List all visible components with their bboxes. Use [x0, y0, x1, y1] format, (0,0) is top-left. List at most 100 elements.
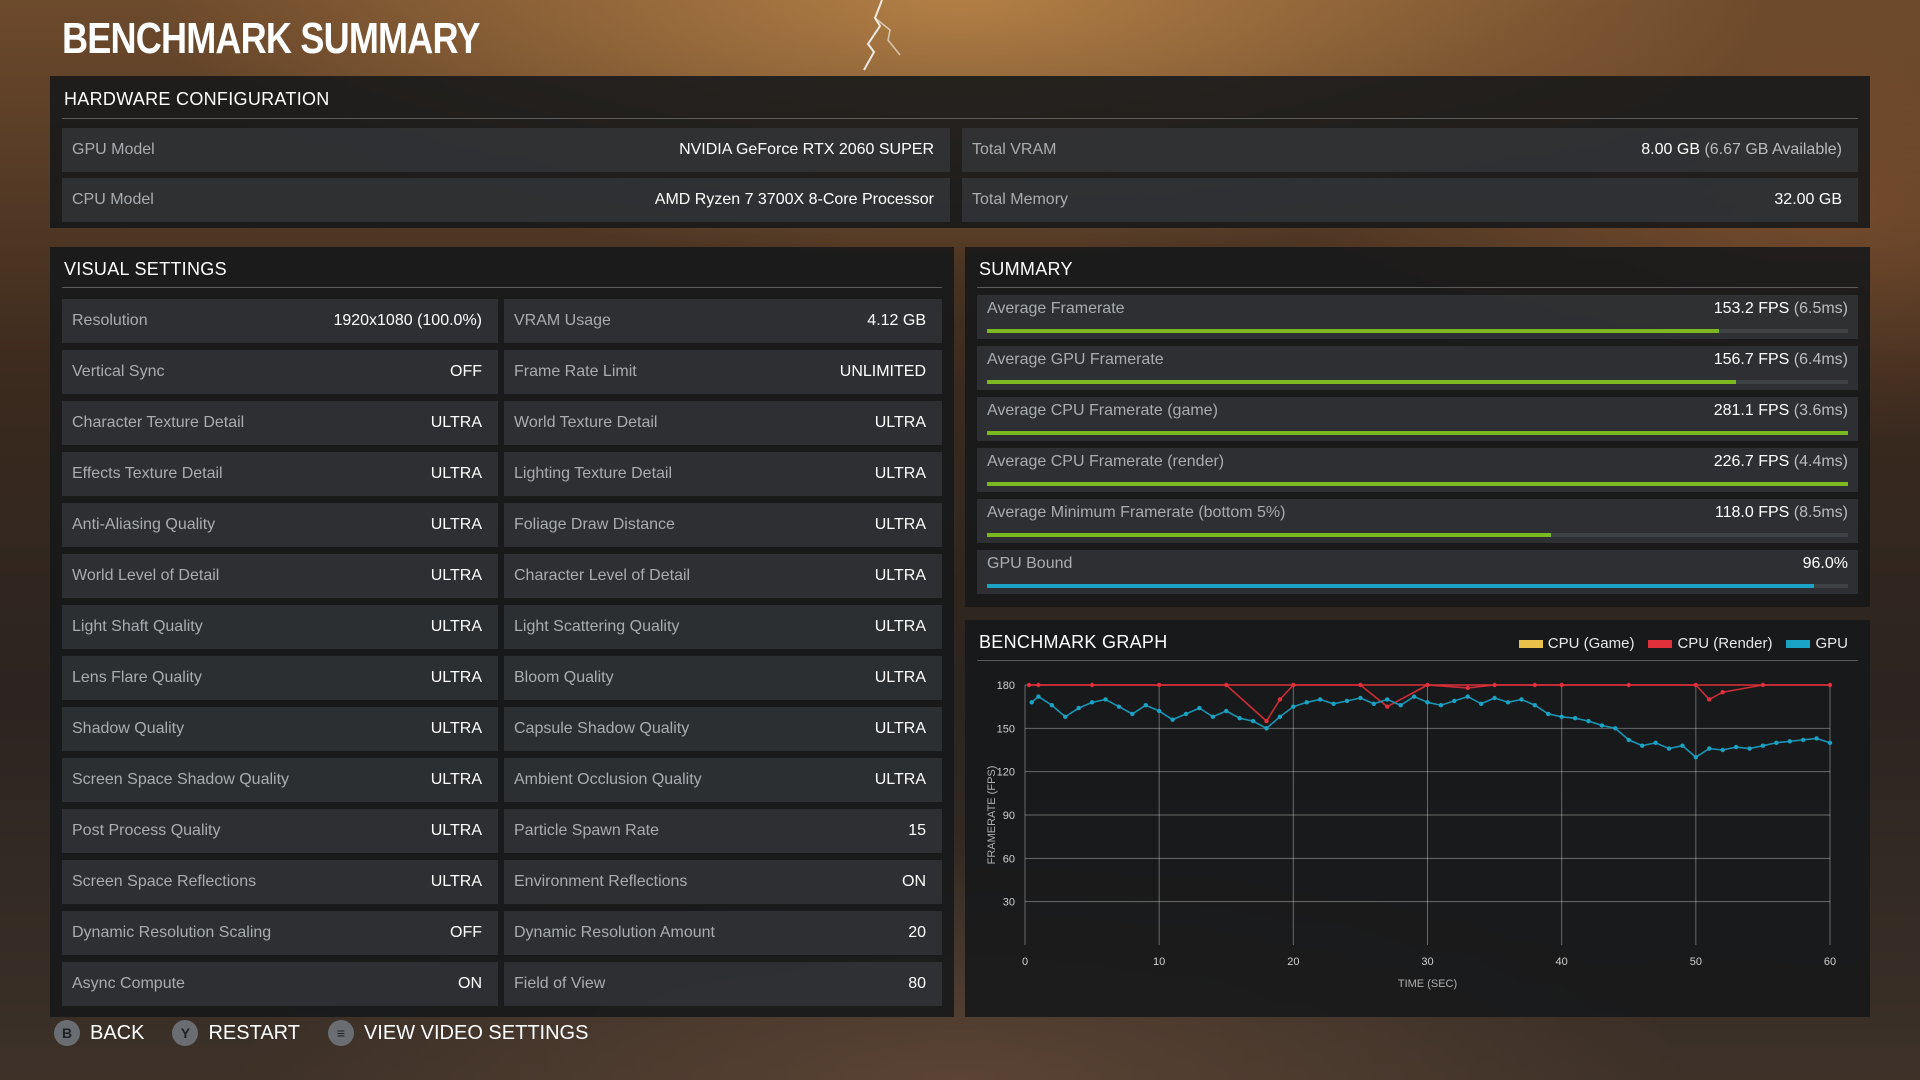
summary-bar-track [987, 431, 1848, 435]
vram-available: (6.67 GB Available) [1704, 141, 1842, 158]
summary-bar-fill [987, 380, 1737, 384]
legend-swatch [1518, 639, 1543, 648]
setting-row: Effects Texture Detail ULTRA [62, 452, 498, 496]
restart-label: RESTART [208, 1021, 300, 1044]
gpu-data-point [1076, 705, 1081, 711]
summary-heading: SUMMARY [979, 259, 1073, 279]
restart-button[interactable]: Y RESTART [172, 1020, 300, 1046]
gpu-data-point [1787, 739, 1792, 744]
gpu-data-point [1492, 695, 1497, 701]
x-tick-label: 0 [1022, 956, 1028, 968]
legend-label: CPU (Game) [1547, 635, 1635, 652]
gpu-data-point [1210, 714, 1216, 719]
setting-row: VRAM Usage 4.12 GB [504, 299, 942, 343]
setting-value: 20 [908, 924, 926, 941]
gpu-data-point [1452, 698, 1457, 704]
setting-value: ULTRA [874, 669, 926, 686]
cpu-render-data-point [1089, 682, 1095, 688]
setting-row: Resolution 1920x1080 (100.0%) [62, 299, 498, 343]
summary-bar-track [987, 533, 1848, 537]
setting-row: Async Compute ON [62, 962, 498, 1006]
cpu-render-data-point [1358, 682, 1363, 688]
setting-row: Lighting Texture Detail ULTRA [504, 452, 942, 496]
gpu-data-point [1666, 746, 1672, 751]
setting-label: Vertical Sync [72, 363, 165, 380]
setting-value: 1920x1080 (100.0%) [333, 312, 482, 329]
summary-label: Average Framerate [987, 300, 1125, 317]
setting-label: Effects Texture Detail [72, 465, 223, 482]
setting-row: Screen Space Shadow Quality ULTRA [62, 758, 498, 802]
x-tick-label: 10 [1153, 956, 1165, 968]
gpu-data-point [1425, 700, 1430, 705]
y-tick-label: 60 [1003, 853, 1015, 865]
page-title: BENCHMARK SUMMARY [62, 14, 480, 63]
summary-value: 153.2 FPS (6.5ms) [1714, 300, 1848, 318]
setting-label: Bloom Quality [514, 669, 614, 686]
gpu-data-point [1143, 703, 1148, 708]
setting-value: ON [902, 873, 926, 890]
setting-value: 80 [908, 975, 926, 992]
gpu-data-point [1170, 717, 1175, 722]
setting-value: ULTRA [430, 720, 482, 737]
setting-label: Screen Space Shadow Quality [72, 771, 290, 788]
legend-label: GPU [1815, 635, 1848, 652]
setting-row: Shadow Quality ULTRA [62, 707, 498, 751]
gpu-data-point [1411, 694, 1417, 699]
setting-value: ULTRA [874, 465, 926, 482]
setting-label: Dynamic Resolution Amount [514, 924, 715, 941]
setting-value: ULTRA [430, 618, 482, 635]
setting-value: UNLIMITED [839, 363, 926, 380]
summary-bar-fill [987, 533, 1551, 537]
cpu-render-data-point [1707, 697, 1712, 702]
gpu-data-point [1063, 714, 1068, 719]
setting-label: Character Level of Detail [514, 567, 691, 584]
graph-legend: CPU (Game) CPU (Render) GPU [1518, 635, 1848, 652]
setting-label: World Level of Detail [72, 567, 220, 584]
summary-row: Average GPU Framerate 156.7 FPS (6.4ms) [977, 346, 1858, 390]
y-tick-label: 30 [1003, 897, 1015, 909]
y-button-icon: Y [172, 1020, 199, 1046]
gpu-data-point [1103, 697, 1108, 702]
gpu-data-point [1733, 744, 1739, 750]
y-tick-label: 180 [997, 680, 1015, 692]
setting-label: Frame Rate Limit [514, 363, 637, 380]
setting-row: Bloom Quality ULTRA [504, 656, 942, 700]
gpu-data-point [1130, 711, 1135, 717]
setting-row: Field of View 80 [504, 962, 942, 1006]
summary-row: Average CPU Framerate (game) 281.1 FPS (3… [977, 397, 1858, 441]
view-video-settings-button[interactable]: ≡ VIEW VIDEO SETTINGS [327, 1020, 589, 1046]
hardware-heading: HARDWARE CONFIGURATION [64, 89, 330, 109]
setting-value: ULTRA [430, 414, 482, 431]
hardware-row-vram: Total VRAM 8.00 GB (6.67 GB Available) [962, 128, 1858, 172]
setting-value: ULTRA [430, 567, 482, 584]
setting-row: Dynamic Resolution Amount 20 [504, 911, 942, 955]
gpu-data-point [1156, 708, 1162, 714]
gpu-data-point [1519, 697, 1524, 702]
setting-value: ULTRA [430, 822, 482, 839]
setting-label: Resolution [72, 312, 148, 329]
summary-fps: 153.2 FPS [1713, 300, 1790, 317]
setting-label: Light Shaft Quality [72, 618, 203, 635]
setting-label: Screen Space Reflections [72, 873, 257, 890]
summary-value: 226.7 FPS (4.4ms) [1714, 453, 1848, 471]
gpu-data-point [1036, 694, 1041, 699]
gpu-data-point [1331, 701, 1336, 706]
summary-value: 118.0 FPS (8.5ms) [1715, 504, 1848, 522]
setting-row: Capsule Shadow Quality ULTRA [504, 707, 942, 751]
gpu-data-point [1291, 704, 1296, 709]
cpu-render-data-point [1425, 682, 1430, 688]
gpu-data-point [1747, 746, 1752, 751]
view-video-settings-label: VIEW VIDEO SETTINGS [363, 1021, 589, 1044]
lightning-decoration [863, 0, 901, 71]
back-button[interactable]: B BACK [54, 1020, 144, 1046]
visual-settings-panel: VISUAL SETTINGS Resolution 1920x1080 (100… [50, 247, 954, 1017]
gpu-data-point [1465, 694, 1470, 699]
setting-value: ULTRA [874, 516, 926, 533]
summary-bar-track [987, 380, 1848, 384]
gpu-data-point [1639, 743, 1645, 748]
summary-label: Average CPU Framerate (game) [987, 402, 1218, 419]
x-tick-label: 30 [1421, 956, 1433, 968]
setting-value: ULTRA [430, 771, 482, 788]
gpu-data-point [1707, 746, 1712, 751]
gpu-data-point [1814, 736, 1819, 741]
